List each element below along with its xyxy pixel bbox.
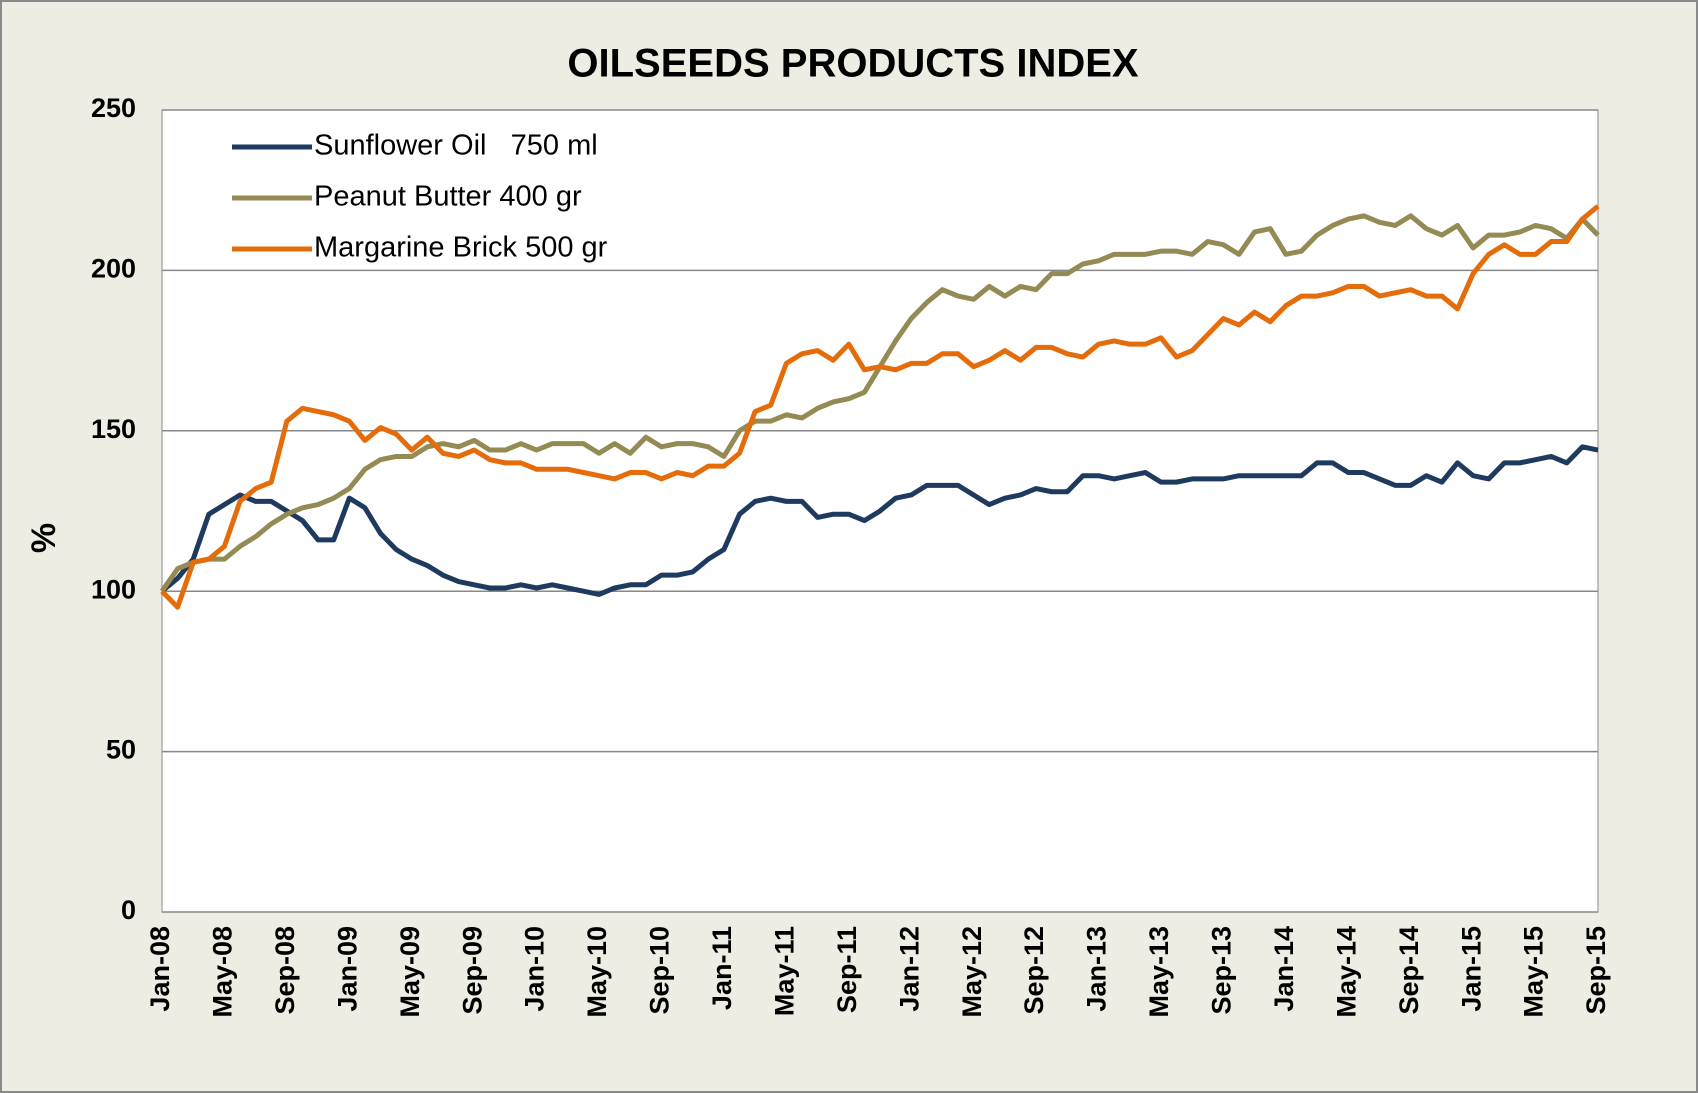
x-tick-label: Sep-15 [1581,926,1611,1015]
legend-label: Sunflower Oil 750 ml [314,130,598,162]
x-tick-label: May-09 [395,926,425,1018]
x-tick-label: Jan-14 [1269,926,1299,1012]
series-line [160,444,1599,597]
x-tick-label: Sep-11 [832,926,862,1013]
y-axis-label: % [25,523,63,553]
x-tick-label: Sep-08 [270,926,300,1015]
x-tick-label: Jan-12 [894,926,924,1012]
x-tick-label: May-14 [1331,926,1361,1018]
legend-label: Peanut Butter 400 gr [314,181,582,213]
x-tick-label: May-12 [957,926,987,1018]
x-tick-label: Sep-10 [645,926,675,1015]
x-tick-label: May-11 [769,926,799,1016]
x-tick-label: May-10 [582,926,612,1018]
x-tick-label: Jan-08 [145,926,175,1012]
y-tick-label: 200 [91,254,136,284]
legend-label: Margarine Brick 500 gr [314,232,608,264]
x-tick-label: Sep-13 [1207,926,1237,1015]
y-tick-label: 250 [91,93,136,123]
x-tick-label: Jan-09 [332,926,362,1012]
x-tick-label: Sep-12 [1019,926,1049,1015]
x-tick-label: May-08 [208,926,238,1018]
y-tick-label: 0 [121,895,136,925]
x-tick-label: Jan-15 [1456,926,1486,1012]
x-tick-label: Jan-11 [707,926,737,1010]
y-tick-label: 150 [91,414,136,444]
y-tick-label: 100 [91,574,136,604]
x-tick-label: May-15 [1519,926,1549,1018]
x-tick-label: Jan-10 [520,926,550,1012]
series-line [160,204,1600,610]
x-tick-label: Sep-09 [457,926,487,1015]
y-tick-label: 50 [106,735,136,765]
chart-title: OILSEEDS PRODUCTS INDEX [567,42,1139,86]
x-tick-label: Jan-13 [1082,926,1112,1012]
x-tick-label: May-13 [1144,926,1174,1018]
x-tick-label: Sep-14 [1394,926,1424,1015]
